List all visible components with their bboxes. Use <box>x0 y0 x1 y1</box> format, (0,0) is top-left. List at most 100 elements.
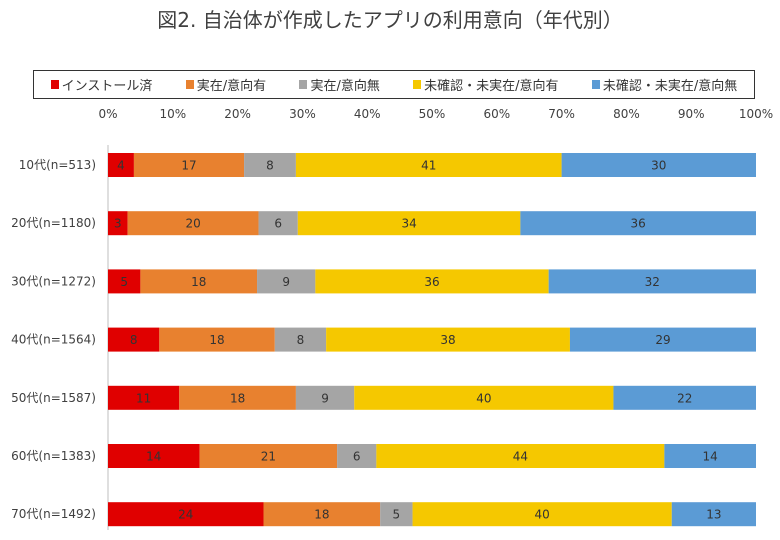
data-label: 32 <box>645 275 660 289</box>
bar-segment <box>664 444 756 468</box>
data-label: 18 <box>314 508 329 522</box>
bar-segment <box>140 269 258 294</box>
bar-segment <box>520 211 756 236</box>
y-tick-label: 70代(n=1492) <box>11 507 96 521</box>
data-label: 6 <box>353 450 361 464</box>
bar-segment <box>244 153 296 177</box>
bar-segment <box>297 211 521 236</box>
bar-segment <box>295 385 355 410</box>
bar-segment <box>613 385 756 410</box>
legend-item: 実在/意向無 <box>299 75 380 94</box>
data-label: 40 <box>476 391 491 405</box>
bar-segment <box>274 327 327 352</box>
y-tick-label: 10代(n=513) <box>19 158 96 172</box>
data-label: 44 <box>513 450 528 464</box>
bar-segment <box>548 269 756 294</box>
x-tick-label: 60% <box>483 107 510 121</box>
x-tick-label: 10% <box>159 107 186 121</box>
data-label: 41 <box>421 159 436 173</box>
legend-label: 実在/意向有 <box>196 79 267 94</box>
data-label: 6 <box>274 217 282 231</box>
x-tick-label: 30% <box>289 107 316 121</box>
bar-segment <box>133 153 245 177</box>
data-label: 11 <box>136 391 151 405</box>
legend-item: インストール済 <box>50 75 153 94</box>
legend-swatch <box>413 80 422 89</box>
legend-label: 未確認・未実在/意向有 <box>424 79 559 94</box>
x-tick-label: 20% <box>224 107 251 121</box>
x-tick-label: 90% <box>678 107 705 121</box>
legend-swatch <box>50 80 59 89</box>
x-tick-label: 50% <box>419 107 446 121</box>
bar-segment <box>315 269 549 294</box>
bar-segment <box>671 502 756 527</box>
legend-swatch <box>299 80 308 89</box>
data-label: 36 <box>424 275 439 289</box>
bar-segment <box>159 327 275 352</box>
bar-segment <box>412 502 672 527</box>
bar-segment <box>108 211 128 236</box>
data-label: 38 <box>440 333 455 347</box>
bar-segment <box>108 385 180 410</box>
legend-swatch <box>591 80 600 89</box>
data-label: 22 <box>677 391 692 405</box>
bar-segment <box>108 502 264 527</box>
y-tick-label: 20代(n=1180) <box>11 216 96 230</box>
bar-segment <box>108 444 200 468</box>
bar-segment <box>108 153 134 177</box>
y-tick-label: 50代(n=1587) <box>11 391 96 405</box>
bar-segment <box>376 444 665 468</box>
bar-segment <box>199 444 338 468</box>
legend-label: 実在/意向無 <box>310 79 380 94</box>
bar-segment <box>326 327 570 352</box>
bar-segment <box>337 444 377 468</box>
data-label: 18 <box>230 391 245 405</box>
bar-segment <box>380 502 413 527</box>
data-label: 14 <box>703 450 718 464</box>
data-label: 8 <box>266 159 274 173</box>
legend-item: 実在/意向有 <box>185 75 267 94</box>
legend-item: 未確認・未実在/意向無 <box>591 75 738 94</box>
data-label: 5 <box>120 275 128 289</box>
bar-segment <box>263 502 381 527</box>
y-tick-label: 40代(n=1564) <box>11 333 96 347</box>
data-label: 8 <box>130 333 138 347</box>
bar-segment <box>561 153 756 177</box>
data-label: 21 <box>261 450 276 464</box>
data-label: 29 <box>655 333 670 347</box>
bar-segment <box>108 327 160 352</box>
y-tick-label: 60代(n=1383) <box>11 449 96 463</box>
data-label: 4 <box>117 159 125 173</box>
x-tick-label: 70% <box>548 107 575 121</box>
data-label: 18 <box>191 275 206 289</box>
bar-segment <box>258 211 298 236</box>
bar-segment <box>354 385 614 410</box>
data-label: 9 <box>321 391 329 405</box>
bar-segment <box>257 269 316 294</box>
bar-segment <box>108 269 141 294</box>
data-label: 40 <box>535 508 550 522</box>
bar-segment <box>179 385 296 410</box>
data-label: 9 <box>282 275 290 289</box>
x-tick-label: 80% <box>613 107 640 121</box>
data-label: 5 <box>393 508 401 522</box>
data-label: 20 <box>185 217 200 231</box>
x-tick-label: 40% <box>354 107 381 121</box>
bar-segment <box>127 211 259 236</box>
data-label: 30 <box>651 159 666 173</box>
legend-label: インストール済 <box>61 79 153 94</box>
chart-title: 図2. 自治体が作成したアプリの利用意向（年代別） <box>157 8 623 32</box>
legend-label: 未確認・未実在/意向無 <box>602 79 738 94</box>
data-label: 3 <box>114 217 122 231</box>
data-label: 8 <box>297 333 305 347</box>
bar-segment <box>295 153 562 177</box>
y-tick-label: 30代(n=1272) <box>11 274 96 288</box>
x-tick-label: 100% <box>739 107 773 121</box>
data-label: 17 <box>181 159 196 173</box>
x-tick-label: 0% <box>98 107 117 121</box>
data-label: 14 <box>146 450 161 464</box>
legend-swatch <box>185 80 194 89</box>
legend: インストール済 実在/意向有 実在/意向無 未確認・未実在/意向有 未確認・未実在/意向… <box>33 70 755 99</box>
